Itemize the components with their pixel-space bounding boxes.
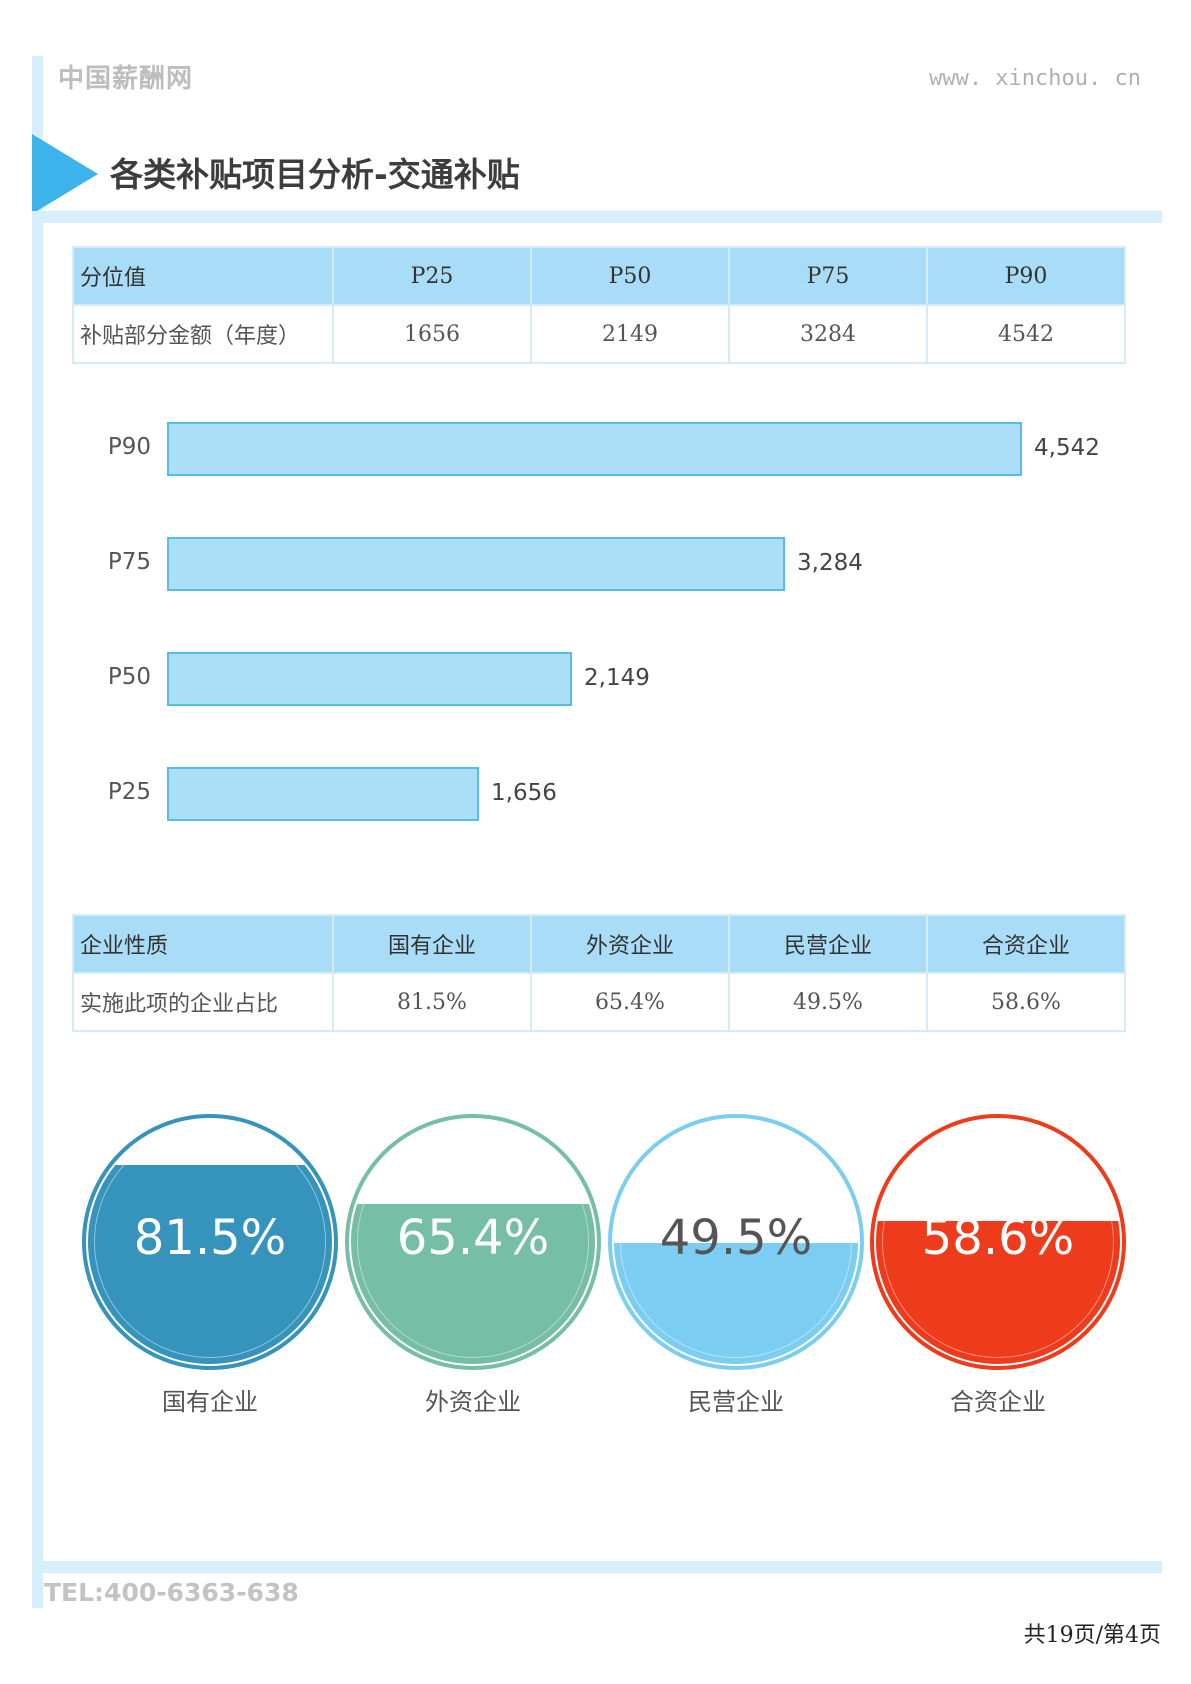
- percentage-gauge: 65.4%: [351, 1120, 595, 1364]
- bar-category-label: P90: [107, 434, 151, 460]
- bar-mark: [167, 537, 785, 591]
- table-cell: 补贴部分金额（年度）: [72, 304, 334, 364]
- bar-mark: [167, 652, 572, 706]
- bar-mark: [167, 767, 479, 821]
- percentile-bar-chart: P90 4,542 P75 3,284 P50 2,149 P25 1,656: [107, 422, 1100, 821]
- table-header-cell: 国有企业: [332, 914, 532, 974]
- phone-number: TEL:400-6363-638: [44, 1578, 299, 1607]
- bar-mark: [167, 422, 1022, 476]
- page-title: 各类补贴项目分析-交通补贴: [110, 155, 520, 194]
- gauge-fill: [88, 1165, 332, 1364]
- bar-value-label: 4,542: [1034, 435, 1100, 461]
- table-header-row: 企业性质 国有企业 外资企业 民营企业 合资企业: [72, 914, 1126, 974]
- percentage-gauge: 49.5%: [614, 1120, 858, 1364]
- table-cell: 49.5%: [728, 972, 928, 1032]
- bar-category-label: P25: [107, 779, 151, 805]
- bar-value-label: 3,284: [797, 550, 863, 576]
- table-cell: 实施此项的企业占比: [72, 972, 334, 1032]
- page-number: 共19页/第4页: [1023, 1623, 1161, 1648]
- brand-name: 中国薪酬网: [58, 64, 194, 94]
- table-header-cell: 合资企业: [926, 914, 1126, 974]
- left-border-bar: [32, 56, 43, 1608]
- table-cell: 58.6%: [926, 972, 1126, 1032]
- table-header-row: 分位值 P25 P50 P75 P90: [72, 246, 1126, 306]
- table-header-cell: 民营企业: [728, 914, 928, 974]
- percentage-gauge: 58.6%: [876, 1120, 1120, 1364]
- gauge-value-text: 81.5%: [133, 1210, 287, 1266]
- table-header-cell: P75: [728, 246, 928, 306]
- table-header-cell: 外资企业: [530, 914, 730, 974]
- table-cell: 1656: [332, 304, 532, 364]
- gauge-caption: 民营企业: [688, 1388, 784, 1416]
- bar-value-label: 1,656: [491, 780, 557, 806]
- site-url[interactable]: www. xinchou. cn: [929, 66, 1141, 91]
- table-header-cell: P50: [530, 246, 730, 306]
- gauge-caption: 国有企业: [162, 1388, 258, 1416]
- table-header-cell: 分位值: [72, 246, 334, 306]
- title-arrow-icon: [32, 134, 98, 214]
- percentile-table: 分位值 P25 P50 P75 P90 补贴部分金额（年度） 1656 2149…: [72, 246, 1126, 364]
- table-cell: 81.5%: [332, 972, 532, 1032]
- table-cell: 4542: [926, 304, 1126, 364]
- footer-divider: [32, 1561, 1162, 1573]
- gauge-value-text: 49.5%: [659, 1210, 813, 1266]
- table-header-cell: 企业性质: [72, 914, 334, 974]
- gauge-fill: [351, 1204, 595, 1364]
- table-cell: 3284: [728, 304, 928, 364]
- gauge-caption: 合资企业: [950, 1388, 1046, 1416]
- percentage-gauge: 81.5%: [88, 1120, 332, 1364]
- table-cell: 2149: [530, 304, 730, 364]
- table-row: 补贴部分金额（年度） 1656 2149 3284 4542: [72, 304, 1126, 364]
- table-header-cell: P25: [332, 246, 532, 306]
- bar-category-label: P50: [107, 664, 151, 690]
- enterprise-table: 企业性质 国有企业 外资企业 民营企业 合资企业 实施此项的企业占比 81.5%…: [72, 914, 1126, 1032]
- gauge-caption: 外资企业: [425, 1388, 521, 1416]
- table-cell: 65.4%: [530, 972, 730, 1032]
- gauge-value-text: 65.4%: [396, 1210, 550, 1266]
- gauge-value-text: 58.6%: [921, 1210, 1075, 1266]
- gauge-fill: [614, 1243, 858, 1364]
- table-header-cell: P90: [926, 246, 1126, 306]
- bar-category-label: P75: [107, 549, 151, 575]
- table-row: 实施此项的企业占比 81.5% 65.4% 49.5% 58.6%: [72, 972, 1126, 1032]
- title-divider: [32, 211, 1162, 223]
- gauge-fill: [876, 1221, 1120, 1364]
- bar-value-label: 2,149: [584, 665, 650, 691]
